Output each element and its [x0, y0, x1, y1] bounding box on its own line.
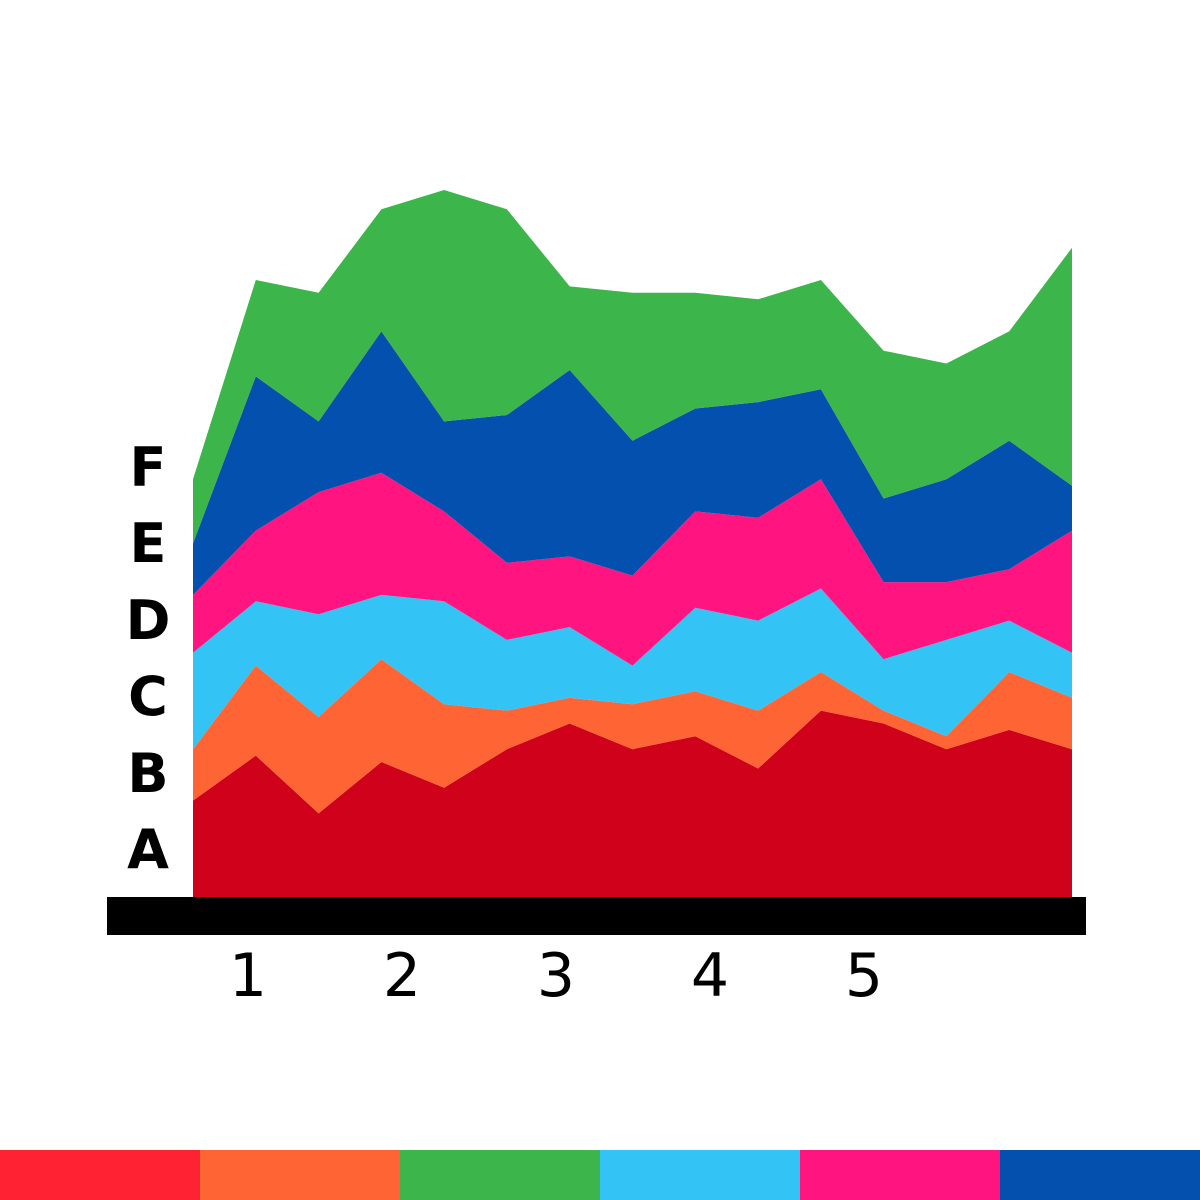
- x-tick-label: 5: [844, 941, 884, 1011]
- area-series-4: [193, 472, 1072, 666]
- area-series-1: [193, 710, 1072, 897]
- area-series-6: [193, 190, 1072, 544]
- y-tick-label: B: [127, 741, 169, 805]
- x-tick-label: 4: [690, 941, 730, 1011]
- palette-swatch-2: [200, 1150, 400, 1200]
- palette-swatch-1: [0, 1150, 200, 1200]
- y-tick-label: A: [127, 818, 169, 881]
- y-tick-label: F: [129, 436, 167, 499]
- palette-swatch-4: [600, 1150, 800, 1200]
- palette-swatch-6: [1000, 1150, 1200, 1200]
- x-tick-label: 3: [536, 941, 576, 1011]
- area-series-5: [193, 331, 1072, 595]
- x-tick-label: 1: [228, 941, 268, 1011]
- palette-swatch-3: [400, 1150, 600, 1200]
- y-tick-label: E: [129, 512, 167, 576]
- x-axis-baseline: [107, 897, 1086, 935]
- palette-bar: [0, 1150, 1200, 1200]
- area-series-3: [193, 588, 1072, 750]
- y-tick-label: D: [125, 588, 171, 652]
- y-tick-label: C: [128, 665, 168, 729]
- x-tick-label: 2: [382, 941, 422, 1011]
- palette-swatch-5: [800, 1150, 1000, 1200]
- area-series-2: [193, 659, 1072, 814]
